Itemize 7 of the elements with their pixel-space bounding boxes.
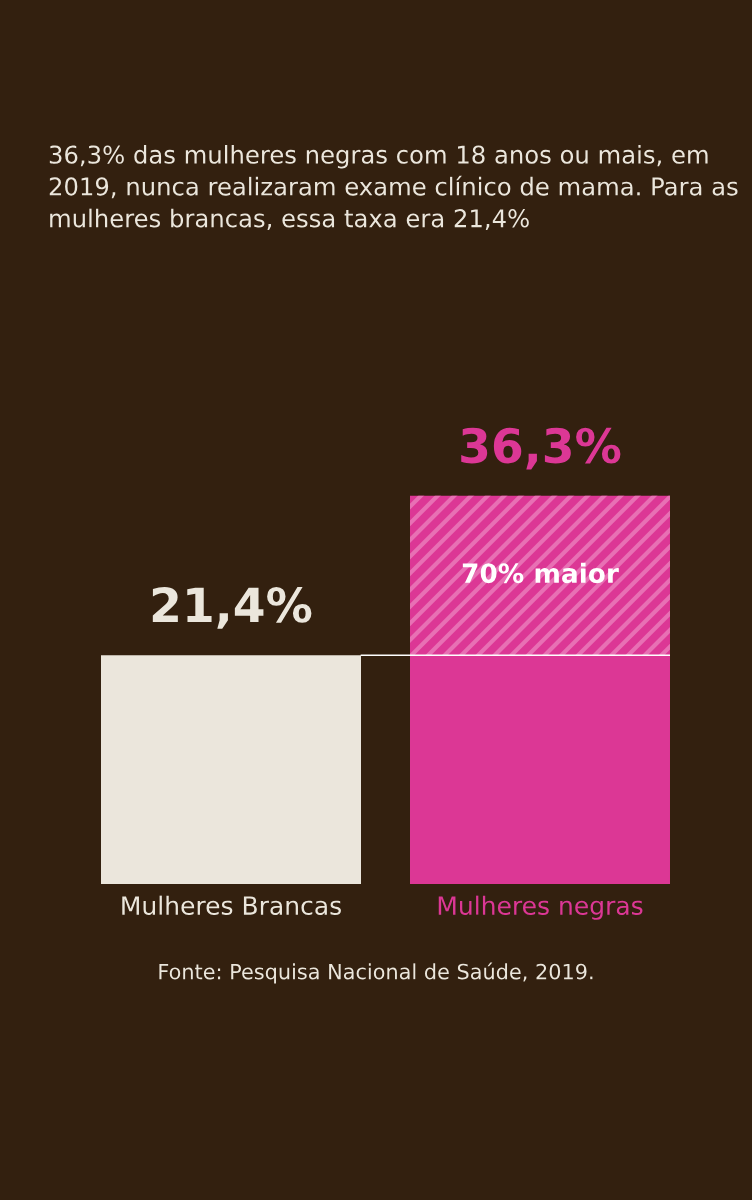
- x-tick-label: Mulheres negras: [438, 895, 643, 920]
- data-label: 36,3%: [461, 427, 621, 470]
- x-tick-label: Mulheres Brancas: [122, 895, 341, 915]
- chart-title: 36,3% das mulheres negras com 18 anos ou mais, em 2019, nunca realizaram exame clínico de mama. Para as mulheres brancas, essa taxa era 21,4%: [49, 145, 738, 230]
- band-label: 70% maior: [462, 562, 619, 584]
- source-note: Fonte: Pesquisa Nacional de Saúde, 2019.: [159, 962, 593, 984]
- data-label: 21,4%: [152, 587, 312, 629]
